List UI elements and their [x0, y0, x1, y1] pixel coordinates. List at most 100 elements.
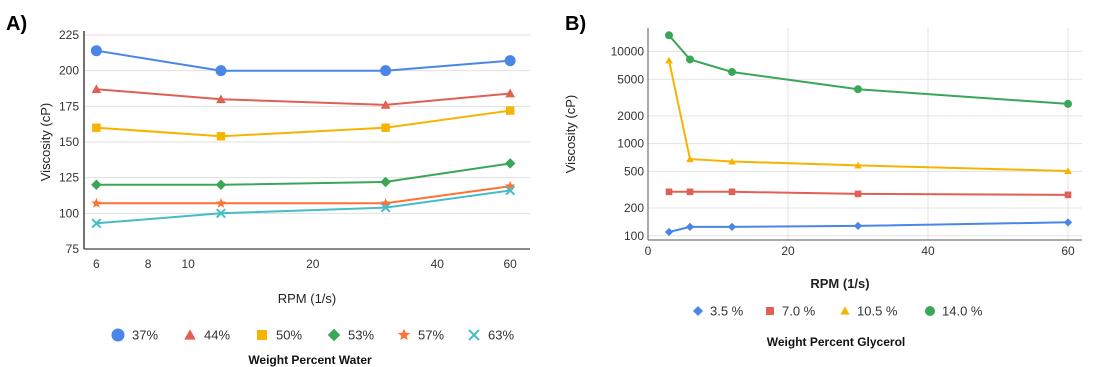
x-tick-label: 40: [431, 257, 445, 271]
y-tick-label: 175: [59, 99, 79, 113]
y-tick-label: 225: [59, 28, 79, 42]
data-point: [665, 188, 673, 196]
legend-marker: [257, 330, 267, 340]
data-point: [854, 85, 862, 94]
y-tick-label: 1000: [617, 137, 644, 151]
x-tick-label: 20: [306, 257, 320, 271]
data-point: [505, 185, 516, 196]
data-point: [686, 55, 694, 64]
data-point: [504, 180, 516, 191]
legend-marker: [766, 307, 774, 315]
legend-marker: [840, 306, 850, 315]
data-point: [92, 123, 101, 132]
y-axis-title: Viscosity (cP): [563, 95, 578, 174]
y-tick-label: 2000: [617, 109, 644, 123]
x-tick-label: 20: [781, 244, 795, 258]
data-point: [505, 88, 516, 98]
data-point: [215, 65, 227, 77]
series-line: [96, 49, 511, 72]
x-tick-label: 8: [145, 257, 152, 271]
x-tick-label: 10: [182, 257, 196, 271]
data-point: [380, 176, 391, 188]
legend-marker: [327, 328, 341, 342]
y-tick-label: 100: [624, 229, 644, 243]
legend-marker: [397, 328, 411, 341]
y-tick-label: 5000: [617, 72, 644, 86]
data-point: [91, 84, 102, 94]
y-tick-label: 125: [59, 171, 79, 185]
legend-marker: [468, 329, 480, 341]
data-point: [685, 222, 695, 231]
series-line: [96, 185, 511, 205]
legend-label: 50%: [276, 328, 302, 343]
data-point: [504, 158, 516, 169]
data-point: [215, 197, 227, 208]
data-point: [504, 55, 516, 67]
data-point: [854, 161, 862, 169]
x-axis-title: RPM (1/s): [278, 291, 337, 306]
x-axis-title: RPM (1/s): [810, 276, 869, 291]
data-point: [380, 202, 391, 213]
data-point: [728, 67, 736, 76]
data-point: [381, 123, 390, 132]
data-point: [216, 94, 226, 104]
x-tick-label: 60: [1061, 244, 1075, 258]
legend-marker: [184, 329, 196, 340]
data-point: [686, 155, 694, 163]
data-point: [91, 218, 102, 229]
data-point: [854, 190, 862, 198]
legend-label: 53%: [348, 328, 374, 343]
data-point: [90, 45, 102, 57]
data-point: [665, 31, 673, 40]
y-tick-label: 75: [66, 242, 80, 256]
data-point: [505, 106, 515, 115]
legend-label: 14.0 %: [942, 304, 983, 319]
legend-label: 63%: [488, 328, 514, 343]
panel-label-a: A): [6, 13, 27, 35]
x-tick-label: 6: [93, 257, 100, 271]
legend-label: 7.0 %: [782, 304, 816, 319]
data-point: [727, 222, 737, 231]
data-point: [380, 65, 392, 77]
legend-marker: [693, 306, 703, 316]
data-point: [1064, 191, 1072, 199]
series-line: [96, 88, 511, 106]
panel-label-b: B): [565, 13, 586, 35]
chart-b: B) 100 200 500 1000 2000 5000 10000 0 20 40 60 Visco…: [563, 13, 1082, 349]
data-point: [91, 197, 102, 208]
data-point: [665, 56, 673, 64]
legend-label: 57%: [418, 328, 444, 343]
legend-label: 3.5 %: [710, 304, 744, 319]
series-line: [96, 109, 511, 138]
data-point: [686, 188, 694, 196]
y-tick-label: 200: [59, 64, 79, 78]
y-tick-label: 10000: [611, 45, 645, 59]
data-point: [728, 188, 736, 196]
legend-title: Weight Percent Water: [248, 353, 372, 367]
series-line: [96, 189, 511, 225]
y-tick-label: 500: [624, 164, 644, 178]
x-tick-label: 0: [645, 244, 652, 258]
legend-marker: [925, 306, 935, 316]
data-point: [380, 197, 391, 208]
x-tick-label: 40: [921, 244, 935, 258]
data-point: [216, 132, 226, 141]
data-point: [853, 221, 863, 231]
x-tick-label: 60: [503, 257, 517, 271]
data-point: [1064, 99, 1072, 108]
data-point: [380, 100, 391, 109]
data-point: [1063, 218, 1073, 227]
data-point: [664, 227, 674, 237]
series-line: [96, 162, 511, 186]
y-tick-label: 150: [59, 135, 79, 149]
y-axis-title: Viscosity (cP): [38, 103, 53, 182]
legend-label: 37%: [132, 328, 158, 343]
data-point: [1064, 167, 1072, 175]
y-tick-label: 100: [59, 206, 79, 220]
chart-a: A) 75 100 125 150 175 200 225 6 8 10 20 40 60 Viscosit…: [6, 13, 530, 367]
data-point: [215, 179, 227, 191]
legend-marker: [111, 328, 125, 342]
legend-title: Weight Percent Glycerol: [767, 335, 906, 349]
legend-label: 10.5 %: [857, 304, 898, 319]
